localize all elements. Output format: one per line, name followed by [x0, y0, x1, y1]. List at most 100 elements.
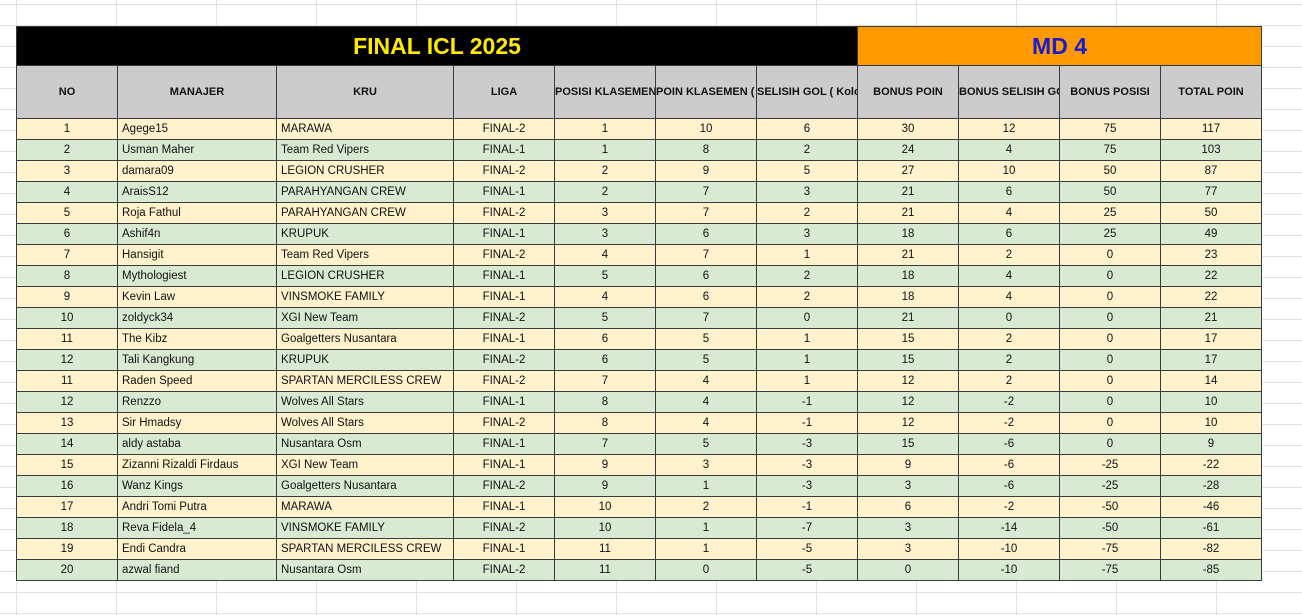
cell-manajer[interactable]: Endi Candra: [117, 538, 277, 560]
cell-bonus-poin[interactable]: 21: [857, 244, 959, 266]
cell-total-poin[interactable]: -61: [1159, 517, 1263, 539]
cell-liga[interactable]: FINAL-2: [453, 244, 555, 266]
cell-manajer[interactable]: Andri Tomi Putra: [117, 496, 277, 518]
cell-bonus-poin[interactable]: 15: [857, 328, 959, 350]
cell-liga[interactable]: FINAL-2: [453, 118, 555, 140]
cell-total-poin[interactable]: 22: [1159, 286, 1263, 308]
cell-bonus-selisih-gol[interactable]: -6: [958, 433, 1060, 455]
cell-bonus-poin[interactable]: 21: [857, 181, 959, 203]
cell-bonus-posisi[interactable]: 0: [1059, 391, 1161, 413]
cell-poin-klasemen[interactable]: 6: [655, 286, 757, 308]
cell-bonus-posisi[interactable]: 0: [1059, 286, 1161, 308]
cell-kru[interactable]: LEGION CRUSHER: [276, 265, 454, 287]
cell-liga[interactable]: FINAL-1: [453, 433, 555, 455]
cell-bonus-selisih-gol[interactable]: 4: [958, 139, 1060, 161]
cell-posisi-klasemen[interactable]: 9: [554, 454, 656, 476]
cell-posisi-klasemen[interactable]: 2: [554, 181, 656, 203]
cell-kru[interactable]: KRUPUK: [276, 223, 454, 245]
cell-bonus-selisih-gol[interactable]: -14: [958, 517, 1060, 539]
cell-no[interactable]: 17: [16, 496, 118, 518]
cell-bonus-poin[interactable]: 24: [857, 139, 959, 161]
cell-kru[interactable]: XGI New Team: [276, 307, 454, 329]
cell-liga[interactable]: FINAL-1: [453, 265, 555, 287]
cell-no[interactable]: 3: [16, 160, 118, 182]
cell-total-poin[interactable]: 17: [1159, 328, 1263, 350]
cell-posisi-klasemen[interactable]: 11: [554, 538, 656, 560]
cell-total-poin[interactable]: -22: [1159, 454, 1263, 476]
cell-posisi-klasemen[interactable]: 11: [554, 559, 656, 581]
cell-liga[interactable]: FINAL-1: [453, 496, 555, 518]
cell-kru[interactable]: Wolves All Stars: [276, 412, 454, 434]
cell-manajer[interactable]: Agege15: [117, 118, 277, 140]
cell-kru[interactable]: Nusantara Osm: [276, 559, 454, 581]
cell-selisih-gol[interactable]: 1: [756, 370, 858, 392]
cell-total-poin[interactable]: 103: [1159, 139, 1263, 161]
cell-total-poin[interactable]: 117: [1159, 118, 1263, 140]
cell-kru[interactable]: Goalgetters Nusantara: [276, 328, 454, 350]
cell-selisih-gol[interactable]: -1: [756, 391, 858, 413]
cell-bonus-selisih-gol[interactable]: -10: [958, 538, 1060, 560]
cell-kru[interactable]: Team Red Vipers: [276, 244, 454, 266]
cell-kru[interactable]: VINSMOKE FAMILY: [276, 517, 454, 539]
cell-bonus-posisi[interactable]: 25: [1059, 202, 1161, 224]
cell-bonus-posisi[interactable]: 0: [1059, 328, 1161, 350]
cell-poin-klasemen[interactable]: 4: [655, 391, 757, 413]
cell-total-poin[interactable]: 50: [1159, 202, 1263, 224]
cell-bonus-posisi[interactable]: 0: [1059, 412, 1161, 434]
cell-no[interactable]: 13: [16, 412, 118, 434]
cell-poin-klasemen[interactable]: 3: [655, 454, 757, 476]
cell-manajer[interactable]: damara09: [117, 160, 277, 182]
cell-selisih-gol[interactable]: 2: [756, 265, 858, 287]
cell-posisi-klasemen[interactable]: 6: [554, 328, 656, 350]
header-poin-klasemen[interactable]: POIN KLASEMEN ( Kolom J ): [655, 65, 757, 119]
cell-selisih-gol[interactable]: 2: [756, 202, 858, 224]
cell-manajer[interactable]: Wanz Kings: [117, 475, 277, 497]
cell-bonus-selisih-gol[interactable]: -6: [958, 475, 1060, 497]
header-manajer[interactable]: MANAJER: [117, 65, 277, 119]
cell-poin-klasemen[interactable]: 1: [655, 475, 757, 497]
header-liga[interactable]: LIGA: [453, 65, 555, 119]
cell-no[interactable]: 12: [16, 391, 118, 413]
cell-selisih-gol[interactable]: 2: [756, 286, 858, 308]
cell-poin-klasemen[interactable]: 5: [655, 349, 757, 371]
cell-bonus-poin[interactable]: 3: [857, 475, 959, 497]
cell-posisi-klasemen[interactable]: 7: [554, 370, 656, 392]
cell-selisih-gol[interactable]: 1: [756, 244, 858, 266]
cell-total-poin[interactable]: 10: [1159, 412, 1263, 434]
cell-liga[interactable]: FINAL-2: [453, 349, 555, 371]
cell-no[interactable]: 11: [16, 328, 118, 350]
cell-manajer[interactable]: azwal fiand: [117, 559, 277, 581]
cell-poin-klasemen[interactable]: 8: [655, 139, 757, 161]
cell-no[interactable]: 18: [16, 517, 118, 539]
cell-no[interactable]: 15: [16, 454, 118, 476]
cell-bonus-posisi[interactable]: 0: [1059, 370, 1161, 392]
cell-no[interactable]: 12: [16, 349, 118, 371]
cell-total-poin[interactable]: -28: [1159, 475, 1263, 497]
cell-bonus-posisi[interactable]: 0: [1059, 265, 1161, 287]
cell-posisi-klasemen[interactable]: 4: [554, 286, 656, 308]
cell-bonus-selisih-gol[interactable]: 10: [958, 160, 1060, 182]
cell-kru[interactable]: SPARTAN MERCILESS CREW: [276, 370, 454, 392]
cell-no[interactable]: 1: [16, 118, 118, 140]
cell-liga[interactable]: FINAL-2: [453, 559, 555, 581]
cell-liga[interactable]: FINAL-2: [453, 370, 555, 392]
header-bonus-poin[interactable]: BONUS POIN: [857, 65, 959, 119]
cell-bonus-selisih-gol[interactable]: -2: [958, 412, 1060, 434]
cell-liga[interactable]: FINAL-2: [453, 307, 555, 329]
cell-posisi-klasemen[interactable]: 10: [554, 496, 656, 518]
cell-manajer[interactable]: Tali Kangkung: [117, 349, 277, 371]
cell-bonus-poin[interactable]: 12: [857, 370, 959, 392]
cell-liga[interactable]: FINAL-1: [453, 181, 555, 203]
cell-selisih-gol[interactable]: 1: [756, 328, 858, 350]
cell-kru[interactable]: MARAWA: [276, 496, 454, 518]
cell-posisi-klasemen[interactable]: 9: [554, 475, 656, 497]
cell-no[interactable]: 11: [16, 370, 118, 392]
cell-selisih-gol[interactable]: 2: [756, 139, 858, 161]
cell-bonus-poin[interactable]: 15: [857, 349, 959, 371]
cell-no[interactable]: 4: [16, 181, 118, 203]
cell-bonus-selisih-gol[interactable]: 2: [958, 244, 1060, 266]
cell-total-poin[interactable]: 14: [1159, 370, 1263, 392]
cell-kru[interactable]: PARAHYANGAN CREW: [276, 181, 454, 203]
cell-no[interactable]: 19: [16, 538, 118, 560]
cell-bonus-selisih-gol[interactable]: 2: [958, 328, 1060, 350]
